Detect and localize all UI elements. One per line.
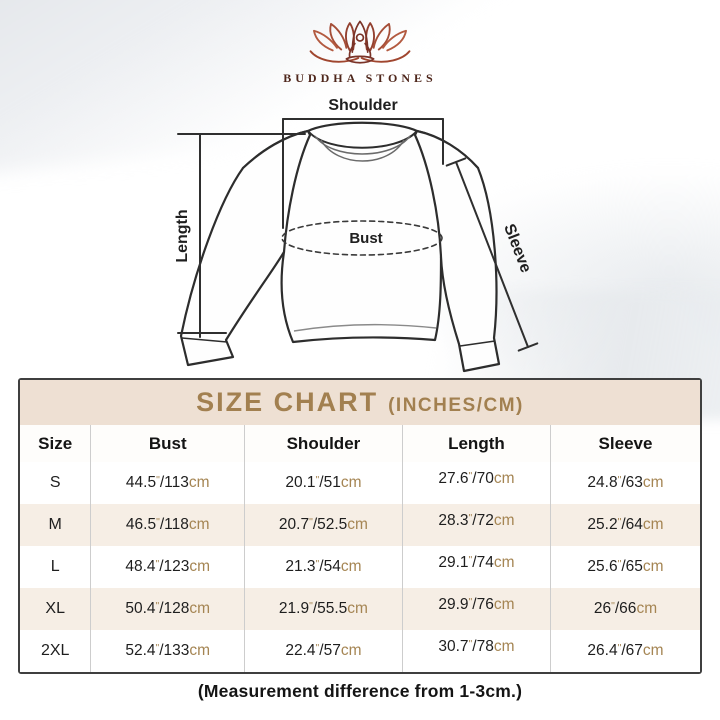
bust-value-s: 44.5"/113cm	[91, 462, 246, 504]
shoulder-value-m: 20.7"/52.5cm	[245, 504, 403, 546]
sleeve-measurement	[445, 157, 539, 352]
length-measurement	[177, 133, 306, 338]
size-chart-grid: Size Bust Shoulder Length Sleeve S 44.5"/113cm…	[20, 425, 700, 672]
column-header-length: Length	[402, 425, 552, 462]
length-value-2xl: 30.7"/78cm	[402, 630, 552, 672]
sleeve-label: Sleeve	[500, 222, 534, 276]
column-header-sleeve: Sleeve	[551, 425, 700, 462]
brand-name: BUDDHA STONES	[283, 71, 437, 85]
bust-value-2xl: 52.4"/133cm	[91, 630, 246, 672]
bust-value-l: 48.4"/123cm	[91, 546, 246, 588]
size-cell-xl: XL	[20, 588, 92, 630]
sleeve-value-l: 25.6"/65cm	[551, 546, 700, 588]
sweater-left-sleeve	[179, 129, 312, 367]
size-chart-title: SIZE CHART (INCHES/CM)	[20, 380, 700, 425]
sweater-collar	[308, 131, 417, 162]
measurement-note: (Measurement difference from 1-3cm.)	[197, 681, 523, 701]
sleeve-value-s: 24.8"/63cm	[551, 462, 700, 504]
length-value-s: 27.6"/70cm	[402, 462, 552, 504]
shoulder-label: Shoulder	[328, 97, 397, 114]
size-chart-table: SIZE CHART (INCHES/CM) Size Bust Shoulder L…	[18, 378, 702, 674]
bust-value-xl: 50.4"/128cm	[91, 588, 246, 630]
length-label: Length	[174, 209, 191, 262]
sweater-drawing	[179, 121, 501, 373]
length-value-m: 28.3"/72cm	[402, 504, 552, 546]
brand-header: BUDDHA STONES	[0, 12, 720, 86]
column-header-bust: Bust	[91, 425, 246, 462]
size-chart-title-main: SIZE CHART	[196, 387, 379, 417]
lotus-logo-icon	[309, 20, 411, 64]
size-cell-l: L	[20, 546, 92, 588]
shoulder-value-xl: 21.9"/55.5cm	[245, 588, 403, 630]
size-cell-m: M	[20, 504, 92, 546]
size-chart-title-units: (INCHES/CM)	[388, 395, 524, 416]
size-cell-2xl: 2XL	[20, 630, 92, 672]
length-value-xl: 29.9"/76cm	[402, 588, 552, 630]
bust-value-m: 46.5"/118cm	[91, 504, 246, 546]
sleeve-value-m: 25.2"/64cm	[551, 504, 700, 546]
bust-measurement-ellipse	[281, 220, 443, 256]
sweater-measurement-diagram: Shoulder Length Sleeve Bust	[174, 97, 539, 373]
column-header-shoulder: Shoulder	[245, 425, 403, 462]
shoulder-value-l: 21.3"/54cm	[245, 546, 403, 588]
sweater-right-sleeve	[413, 129, 501, 373]
sleeve-value-xl: 26"/66cm	[551, 588, 700, 630]
sweater-left-cuff-seam	[181, 337, 228, 343]
sweater-right-cuff-seam	[459, 340, 496, 347]
size-cell-s: S	[20, 462, 92, 504]
bust-label: Bust	[349, 230, 382, 247]
shoulder-measurement	[282, 118, 444, 229]
sweater-hem-seam	[293, 323, 437, 332]
shoulder-value-2xl: 22.4"/57cm	[245, 630, 403, 672]
shoulder-value-s: 20.1"/51cm	[245, 462, 403, 504]
sleeve-value-2xl: 26.4"/67cm	[551, 630, 700, 672]
length-value-l: 29.1"/74cm	[402, 546, 552, 588]
column-header-size: Size	[20, 425, 92, 462]
